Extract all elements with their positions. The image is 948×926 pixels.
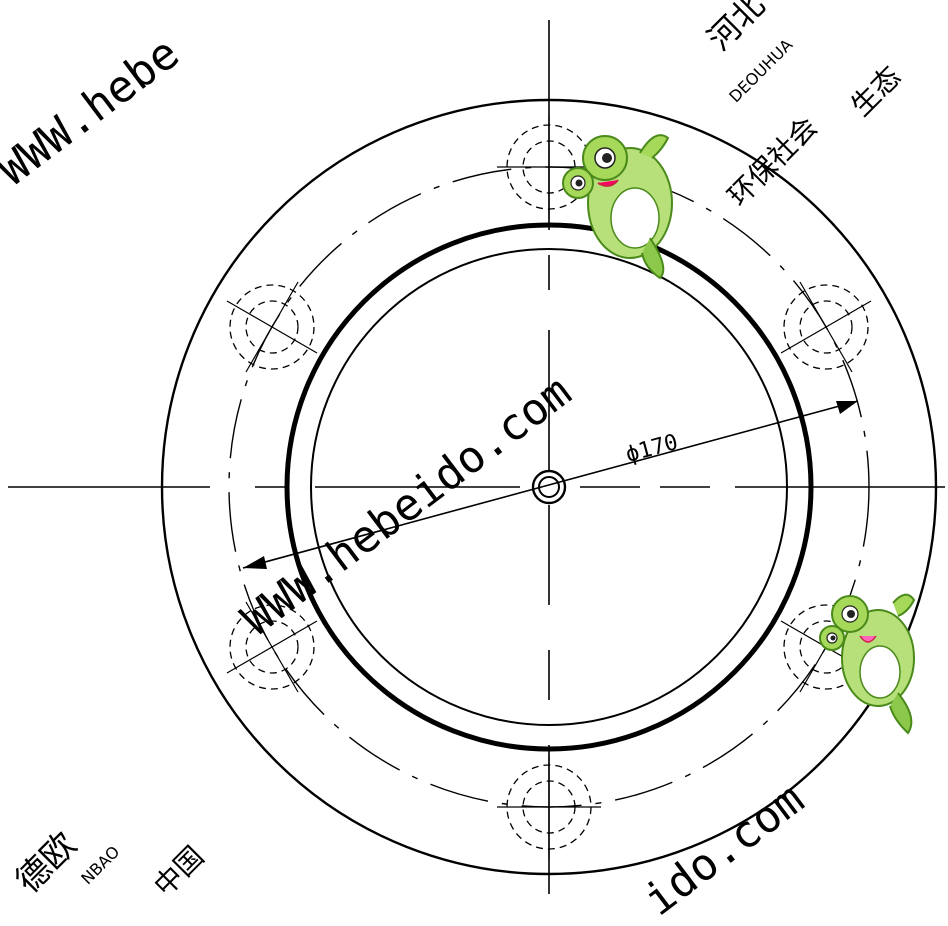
- center-hole-outer: [531, 469, 567, 505]
- pipe-outer-circle: [284, 222, 814, 752]
- bolt-hole-upper-left: [226, 281, 318, 373]
- flange-drawing: ϕ170: [8, 20, 945, 894]
- bolt-hole-upper-right: [780, 281, 872, 373]
- bolt-hole-bottom: [497, 755, 601, 859]
- bore-circle: [310, 248, 788, 726]
- dimension-label: ϕ170: [623, 430, 681, 468]
- frog-mascot-icon: [819, 593, 916, 735]
- outer-flange-circle: [160, 98, 938, 876]
- frog-mascot-icon: [562, 134, 673, 280]
- bolt-hole-lower-left: [226, 601, 318, 693]
